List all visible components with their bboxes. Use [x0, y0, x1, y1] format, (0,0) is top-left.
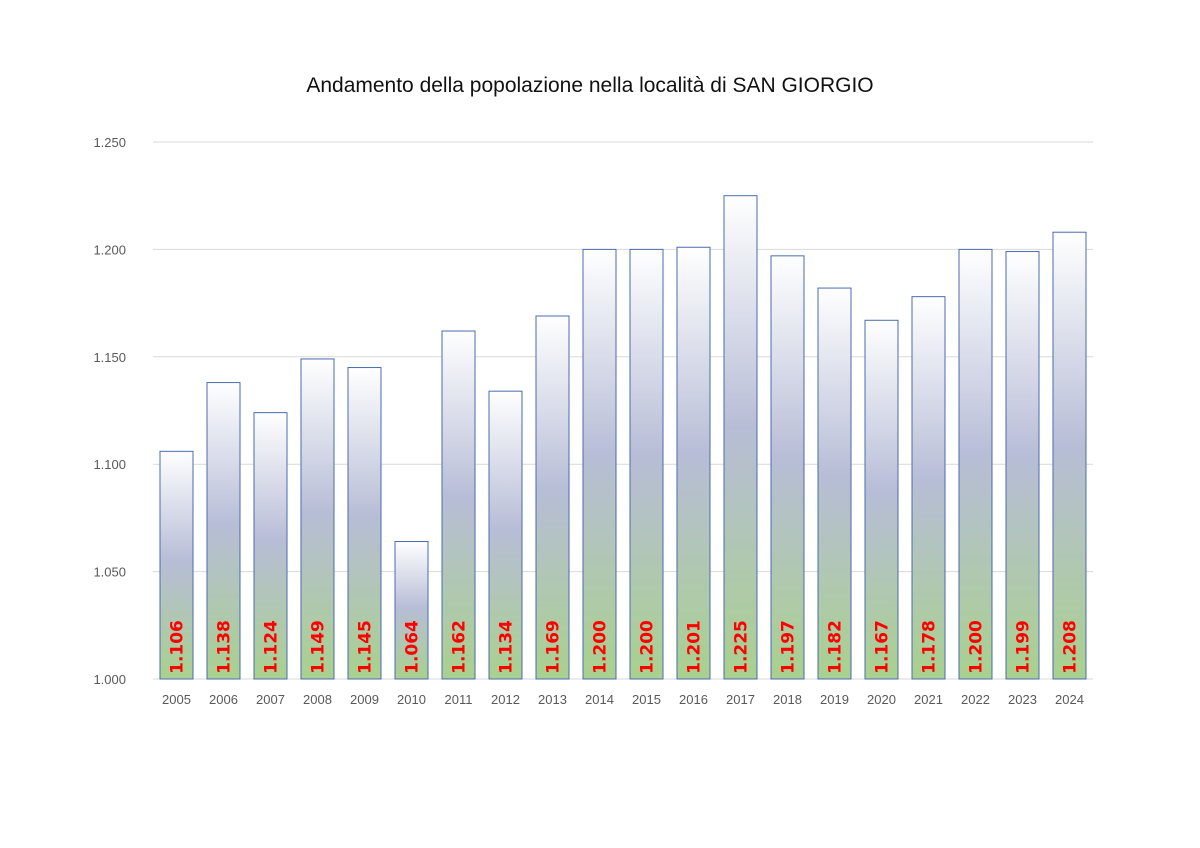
- bar: [253, 412, 288, 680]
- x-tick-label: 2022: [961, 692, 990, 707]
- bar-value-label: 1.225: [732, 620, 752, 674]
- bar: [817, 287, 852, 680]
- bar-value-label: 1.138: [215, 620, 235, 674]
- bar-value-label: 1.149: [309, 620, 329, 674]
- bar-value-label: 1.106: [168, 620, 188, 674]
- bar: [535, 315, 570, 680]
- bar: [441, 330, 476, 680]
- x-tick-label: 2008: [303, 692, 332, 707]
- bar: [394, 541, 429, 680]
- bar: [1052, 231, 1087, 680]
- bar: [582, 248, 617, 680]
- bar-value-label: 1.145: [356, 620, 376, 674]
- bar-value-label: 1.200: [638, 620, 658, 674]
- x-tick-label: 2021: [914, 692, 943, 707]
- chart-title: Andamento della popolazione nella locali…: [306, 74, 874, 97]
- bar-value-label: 1.208: [1061, 620, 1081, 674]
- bar: [864, 319, 899, 680]
- y-axis-ticks: 1.000 1.050 1.100 1.150 1.200 1.250: [93, 135, 126, 687]
- x-tick-label: 2009: [350, 692, 379, 707]
- y-tick-label: 1.200: [93, 242, 126, 257]
- bar: [1005, 251, 1040, 680]
- x-tick-label: 2005: [162, 692, 191, 707]
- bars: 1.106 1.138 1.124 1.149 1.145 1.064 1.162 1.134…: [159, 195, 1087, 680]
- bar: [676, 246, 711, 680]
- x-tick-label: 2024: [1055, 692, 1084, 707]
- bar-value-label: 1.201: [685, 620, 705, 674]
- bar-value-label: 1.199: [1014, 620, 1034, 674]
- x-tick-label: 2010: [397, 692, 426, 707]
- x-tick-label: 2014: [585, 692, 614, 707]
- x-tick-label: 2011: [445, 692, 473, 707]
- bar: [347, 367, 382, 680]
- bar: [911, 296, 946, 680]
- y-tick-label: 1.250: [93, 135, 126, 150]
- x-axis-ticks: 2005 2006 2007 2008 2009 2010 2011 2012 2013 2014…: [162, 692, 1084, 707]
- bar-value-label: 1.167: [873, 620, 893, 674]
- x-tick-label: 2018: [773, 692, 802, 707]
- y-tick-label: 1.000: [93, 672, 126, 687]
- x-tick-label: 2007: [256, 692, 285, 707]
- bar: [770, 255, 805, 680]
- x-tick-label: 2006: [209, 692, 238, 707]
- gridlines: [153, 141, 1093, 680]
- y-tick-label: 1.150: [93, 350, 126, 365]
- bar-value-label: 1.200: [591, 620, 611, 674]
- bar: [629, 248, 664, 680]
- bar-value-label: 1.124: [262, 620, 282, 674]
- x-tick-label: 2019: [820, 692, 849, 707]
- x-tick-label: 2015: [632, 692, 661, 707]
- bar: [159, 450, 194, 680]
- bar-value-label: 1.182: [826, 620, 846, 674]
- x-tick-label: 2012: [491, 692, 520, 707]
- bar-value-label: 1.169: [544, 620, 564, 674]
- bar: [488, 390, 523, 680]
- bar-value-label: 1.178: [920, 620, 940, 674]
- bar-value-label: 1.197: [779, 620, 799, 674]
- bar-value-label: 1.200: [967, 620, 987, 674]
- bar-value-label: 1.134: [497, 620, 517, 674]
- x-tick-label: 2016: [679, 692, 708, 707]
- bar: [958, 248, 993, 680]
- bar: [206, 382, 241, 680]
- x-tick-label: 2013: [538, 692, 567, 707]
- bar-value-label: 1.162: [450, 620, 470, 674]
- y-tick-label: 1.100: [93, 457, 126, 472]
- bar-value-label: 1.064: [403, 620, 423, 674]
- y-tick-label: 1.050: [93, 565, 126, 580]
- x-tick-label: 2017: [726, 692, 755, 707]
- x-tick-label: 2020: [867, 692, 896, 707]
- bar: [723, 195, 758, 680]
- x-tick-label: 2023: [1008, 692, 1037, 707]
- bar: [300, 358, 335, 680]
